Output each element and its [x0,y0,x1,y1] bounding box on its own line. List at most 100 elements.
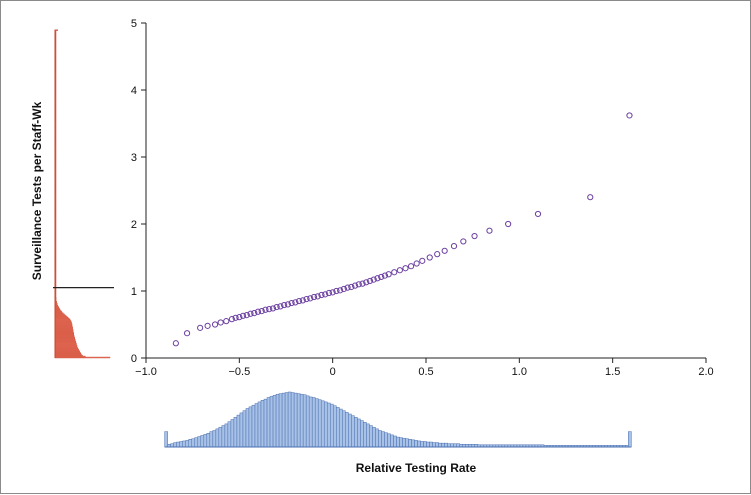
x-hist-bar [173,442,177,448]
y-tick-label: 4 [131,85,137,97]
y-histogram [54,29,111,359]
x-hist-bar [336,407,340,448]
x-hist-bar [390,434,394,448]
x-hist-bar [179,441,183,448]
x-hist-bar [333,405,337,448]
x-hist-bar [236,414,241,448]
data-point [269,305,277,312]
data-point [232,314,239,321]
x-hist-bar [284,392,289,448]
x-hist-bar [176,441,180,448]
x-hist-bar [266,397,271,448]
data-point [292,299,299,306]
x-hist-bar [275,393,280,448]
x-hist-bar [269,396,274,448]
x-hist-bar [360,420,364,448]
data-point [277,303,284,310]
x-hist-bar [384,432,388,448]
x-hist-bar [411,439,415,448]
data-point [426,254,433,261]
x-hist-bar [263,398,268,448]
x-hist-bar [378,430,382,448]
data-point [172,340,179,347]
x-hist-bar [296,393,301,448]
x-hist-bar [420,441,424,448]
data-point [626,112,633,119]
x-hist-bar [212,430,217,448]
data-point [385,271,392,278]
data-point [197,324,204,331]
x-hist-bar [363,422,367,448]
data-point [471,232,478,240]
scatter-points [172,112,633,347]
data-point [351,282,359,289]
x-hist-bar [233,417,238,448]
data-point [396,267,403,274]
x-hist-bar [206,433,211,448]
x-hist-bar [405,438,409,448]
data-point [340,285,347,293]
x-hist-bar [408,439,412,448]
data-point [295,297,303,305]
axes [145,23,706,359]
x-tick-label: −0.5 [228,366,250,378]
x-hist-bar [227,421,232,448]
data-point [505,220,512,228]
x-hist-bar [311,397,316,448]
x-ticks: −1.0 −0.5 0 0.5 1.0 1.5 2.0 [135,358,714,378]
data-point [441,247,448,254]
data-point [450,243,458,250]
x-hist-bar [203,434,208,448]
data-point [262,306,269,313]
data-point [486,227,493,234]
x-hist-bar [218,426,223,448]
x-tick-label: 1.5 [605,366,620,378]
data-point [266,305,273,313]
x-hist-bar [254,403,259,448]
x-tick-label: 0 [330,366,336,378]
data-point [236,314,243,321]
data-point [460,238,467,245]
y-tick-label: 0 [131,353,137,365]
x-hist-bar [423,441,427,448]
x-hist-bar [438,442,442,448]
data-point [391,269,398,276]
x-hist-bar [164,431,168,448]
x-hist-bar [375,428,379,448]
x-hist-bar [200,435,205,448]
x-hist-bar [432,442,436,448]
x-hist-bar [257,401,262,448]
x-hist-bar [339,408,343,448]
x-axis-title: Relative Testing Rate [356,461,477,475]
x-hist-bar [278,393,283,448]
x-hist-bar [372,426,376,448]
data-point [355,281,362,288]
x-tick-label: −1.0 [135,366,157,378]
x-hist-bar [323,401,328,448]
data-point [587,194,594,201]
x-histogram [164,391,632,448]
data-point [325,289,333,297]
x-hist-bar [242,410,247,448]
x-hist-bar [182,440,186,448]
x-hist-bar [345,412,349,448]
data-point [434,251,441,258]
data-point [359,280,366,287]
data-point [183,330,191,337]
data-point [310,293,318,301]
y-tick-label: 1 [131,286,137,298]
x-tick-label: 0.5 [418,366,433,378]
x-hist-bar [287,391,292,448]
y-tick-label: 5 [131,18,137,30]
y-ticks: 0 1 2 3 4 5 [131,18,146,365]
x-hist-bar [305,395,310,448]
data-point [258,308,265,315]
data-point [381,272,389,279]
y-tick-label: 2 [131,219,137,231]
data-point [288,299,295,307]
x-hist-bar [290,392,295,448]
data-point [273,303,280,311]
x-hist-bar [628,431,632,448]
